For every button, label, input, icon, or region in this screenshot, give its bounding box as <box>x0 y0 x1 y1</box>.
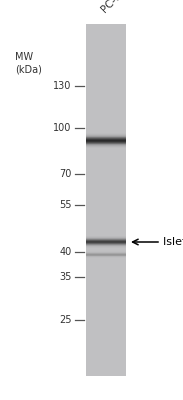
Text: 100: 100 <box>53 123 71 133</box>
Text: 55: 55 <box>59 200 71 210</box>
Bar <box>86 24 126 376</box>
Text: PC-12: PC-12 <box>99 0 128 14</box>
Text: Islet 1: Islet 1 <box>163 237 183 247</box>
Text: 40: 40 <box>59 247 71 257</box>
Text: 70: 70 <box>59 169 71 179</box>
Text: 130: 130 <box>53 81 71 91</box>
Text: 25: 25 <box>59 315 71 325</box>
Text: MW
(kDa): MW (kDa) <box>15 52 42 74</box>
Text: 35: 35 <box>59 272 71 282</box>
